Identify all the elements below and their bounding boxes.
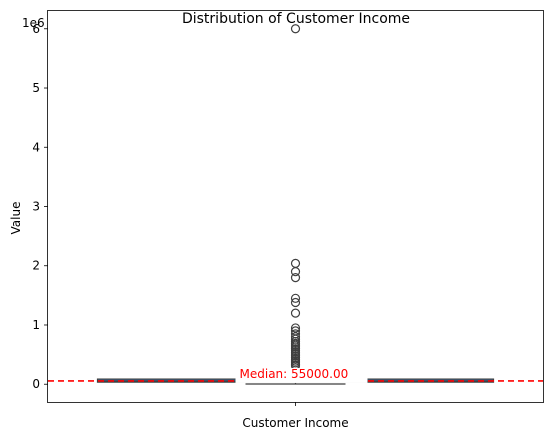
outlier-point [292, 309, 300, 317]
y-tick-label: 2 [32, 259, 40, 273]
y-tick-label: 0 [32, 377, 40, 391]
x-axis: Customer Income [242, 402, 348, 430]
outlier-point [292, 259, 300, 267]
x-tick-label: Customer Income [242, 416, 348, 430]
y-tick-label: 1 [32, 318, 40, 332]
y-tick-label: 5 [32, 81, 40, 95]
y-axis-label: Value [9, 202, 23, 235]
plot-area: Median: 55000.00 [48, 25, 543, 384]
y-tick-label: 4 [32, 140, 40, 154]
y-tick-label: 6 [32, 22, 40, 36]
outlier-point [292, 274, 300, 282]
y-tick-label: 3 [32, 200, 40, 214]
median-label: Median: 55000.00 [240, 367, 349, 381]
y-axis: 0 1 2 3 4 5 6 [32, 22, 48, 391]
